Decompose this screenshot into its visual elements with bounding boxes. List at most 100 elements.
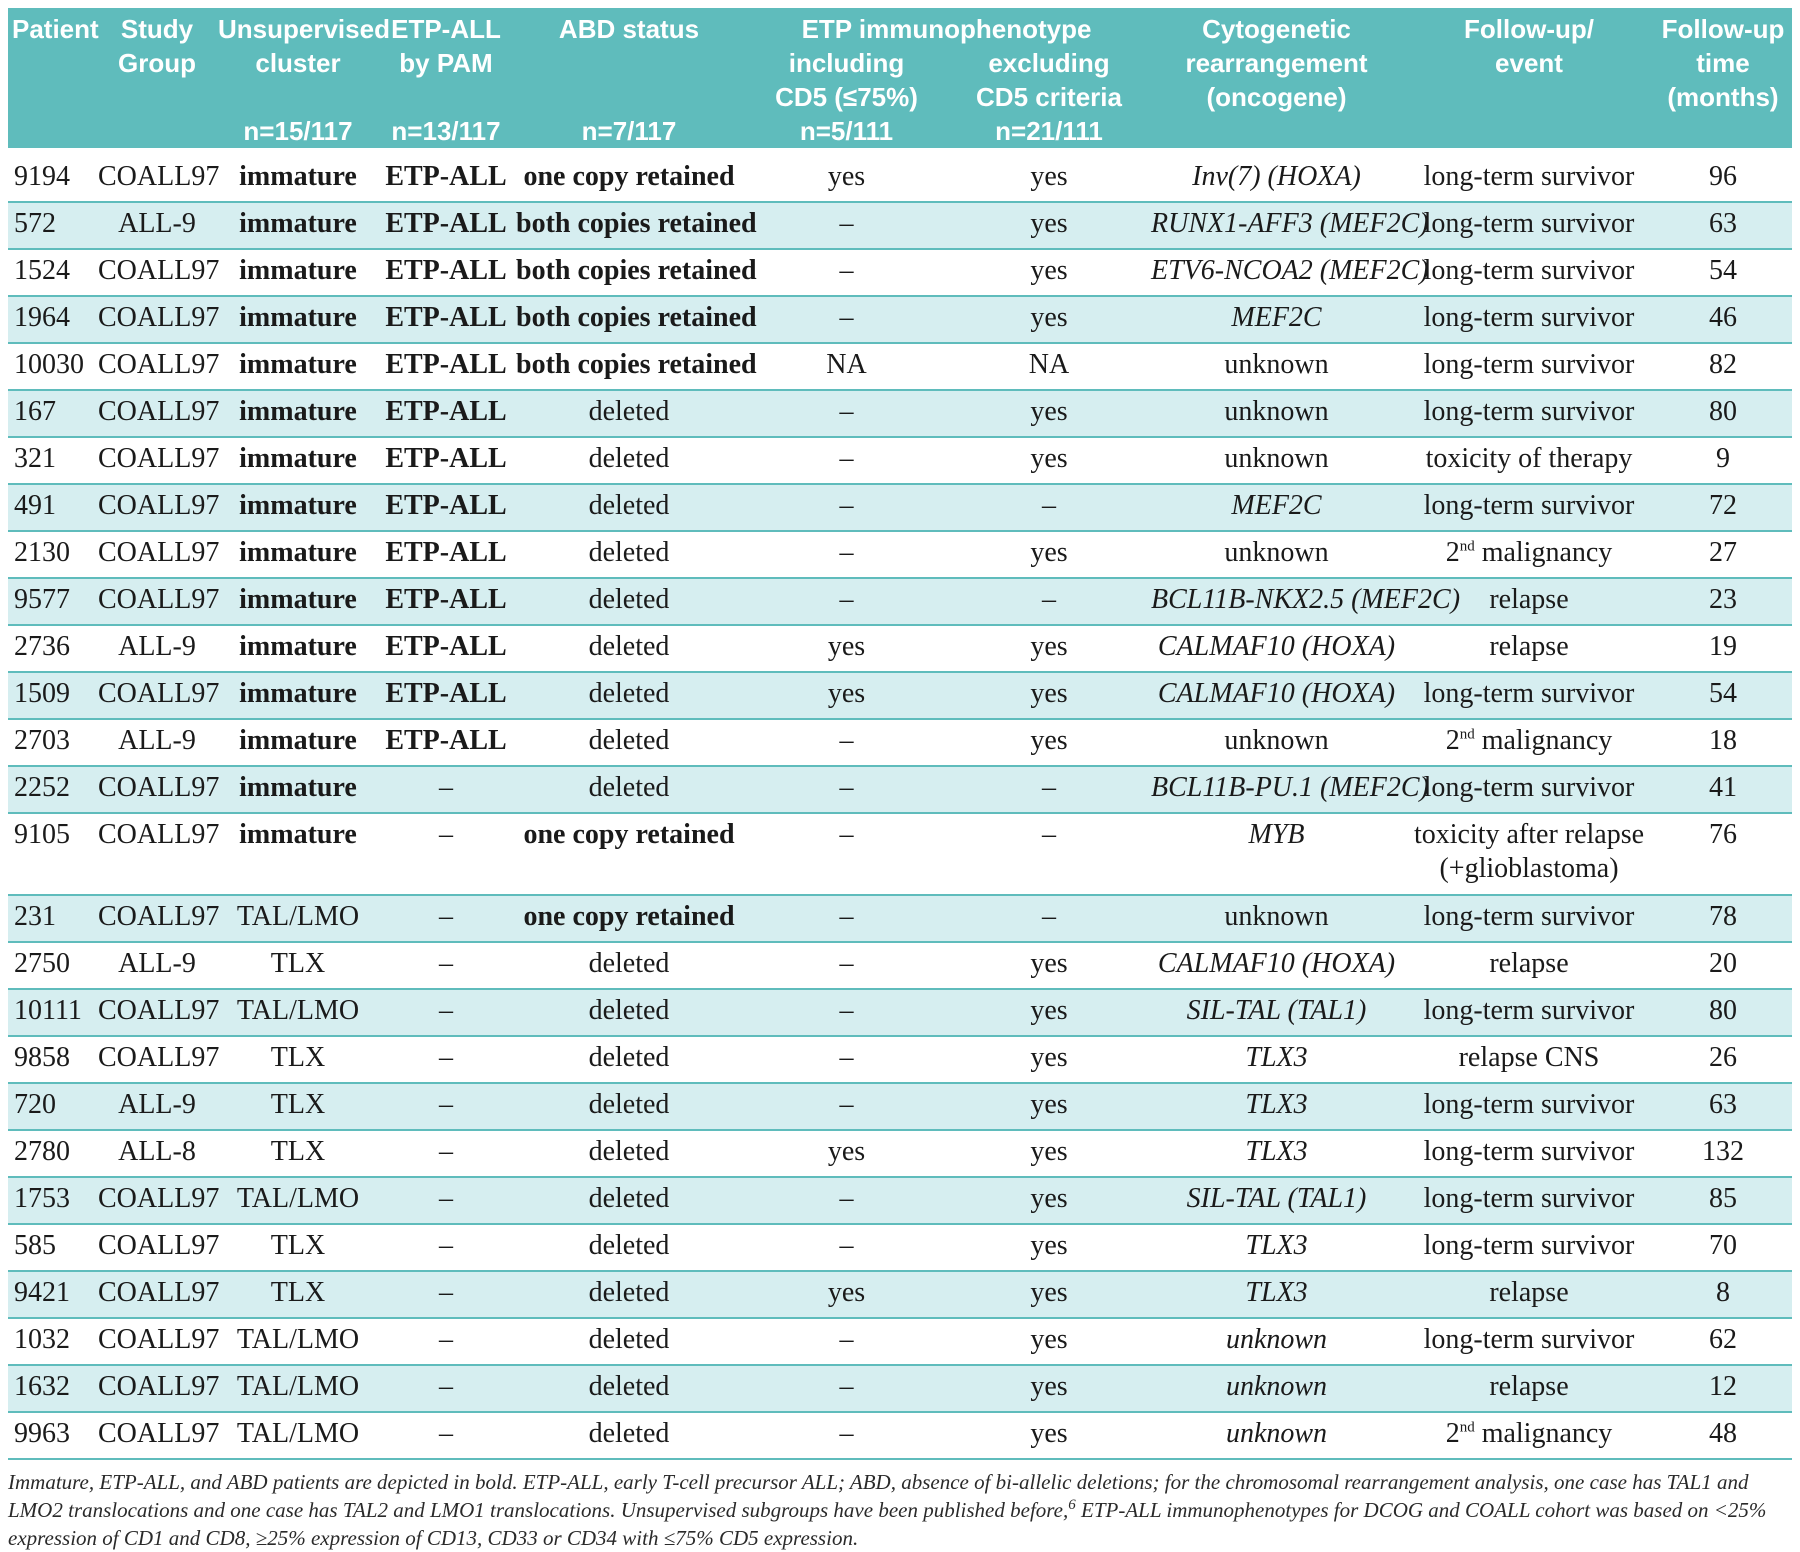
table-container: Patient Study Group Unsupervised cluster n… [8,8,1792,1552]
cell-patient: 9421 [8,1271,96,1319]
cell-patient: 2780 [8,1130,96,1178]
cell-cluster: TAL/LMO [218,989,378,1037]
cell-abd-status: deleted [514,625,744,673]
cell-etp-including: – [744,531,949,579]
cell-patient: 167 [8,390,96,438]
cell-follow-up-time: 54 [1654,249,1792,297]
cell-follow-up-time: 78 [1654,895,1792,943]
cell-follow-up-event: long-term survivor [1404,989,1654,1037]
table-row: 2736 ALL-9 immature ETP-ALL deleted yes yes CAL… [8,625,1792,673]
cell-follow-up-time: 41 [1654,766,1792,814]
cell-patient: 9105 [8,813,96,896]
table-row: 1964 COALL97 immature ETP-ALL both copies re… [8,296,1792,344]
cell-cytogenetic: unknown [1149,343,1404,391]
cell-follow-up-time: 48 [1654,1412,1792,1460]
cell-patient: 720 [8,1083,96,1131]
cell-study-group: ALL-9 [96,719,218,767]
cell-follow-up-event: 2nd malignancy [1404,1412,1654,1460]
table-row: 2780 ALL-8 TLX – deleted yes yes TLX3 long-term … [8,1130,1792,1178]
cell-abd-status: both copies retained [514,249,757,297]
cell-cytogenetic: TLX3 [1149,1271,1404,1319]
cell-cluster: immature [218,343,378,391]
cell-study-group: ALL-9 [96,942,218,990]
header-abd-status: ABD status n=7/117 [514,8,744,148]
n-cluster: n=15/117 [243,116,353,146]
cell-study-group: COALL97 [96,1412,219,1460]
n-abd: n=7/117 [581,116,677,146]
cell-follow-up-event: long-term survivor [1404,1318,1654,1366]
header-cluster: Unsupervised cluster n=15/117 [218,8,390,148]
table-row: 1524 COALL97 immature ETP-ALL both copies re… [8,249,1792,297]
cell-study-group: COALL97 [96,343,219,391]
cell-etp-including: – [744,942,949,990]
cell-patient: 321 [8,437,96,485]
cell-etp-excluding: – [949,895,1149,943]
cell-cytogenetic: unknown [1149,1318,1404,1366]
cell-etp-including: – [744,1083,949,1131]
cell-etp-pam: ETP-ALL [378,249,514,297]
cell-follow-up-time: 54 [1654,672,1792,720]
cell-abd-status: deleted [514,531,744,579]
cell-etp-including: – [744,766,949,814]
cell-follow-up-event: 2nd malignancy [1404,719,1654,767]
cell-study-group: COALL97 [96,437,219,485]
cell-patient: 2252 [8,766,96,814]
cell-follow-up-event: relapse [1404,1365,1654,1413]
header-including: including [788,48,905,78]
cell-etp-pam: ETP-ALL [378,390,514,438]
cell-cluster: TLX [218,1224,378,1272]
cell-study-group: COALL97 [96,578,219,626]
table-row: 9577 COALL97 immature ETP-ALL deleted – – BCL11… [8,578,1792,626]
cell-follow-up-event: toxicity of therapy [1404,437,1654,485]
cell-follow-up-event: long-term survivor [1404,1083,1654,1131]
cell-follow-up-time: 9 [1654,437,1792,485]
cell-follow-up-event: relapse [1404,1271,1654,1319]
cell-etp-pam: ETP-ALL [378,578,514,626]
cell-etp-excluding: NA [949,343,1149,391]
cell-cluster: TLX [218,942,378,990]
cell-follow-up-event: long-term survivor [1404,249,1654,297]
cell-follow-up-time: 96 [1654,156,1792,203]
cell-etp-including: – [744,1365,949,1413]
cell-etp-pam: – [378,813,514,896]
cell-abd-status: deleted [514,1130,744,1178]
cell-cluster: immature [218,719,378,767]
cell-cytogenetic: unknown [1149,1365,1404,1413]
cell-etp-excluding: yes [949,390,1149,438]
cell-etp-excluding: yes [949,1318,1149,1366]
cell-abd-status: deleted [514,437,744,485]
cell-cytogenetic: TLX3 [1149,1083,1404,1131]
cell-patient: 2736 [8,625,96,673]
cell-patient: 2703 [8,719,96,767]
cell-cluster: immature [218,813,378,896]
cell-cluster: immature [218,390,378,438]
cell-cluster: immature [218,249,378,297]
cell-follow-up-event: 2nd malignancy [1404,531,1654,579]
cell-abd-status: deleted [514,989,744,1037]
cell-etp-including: – [744,249,949,297]
cell-etp-pam: – [378,1271,514,1319]
cell-follow-up-event: long-term survivor [1404,202,1654,250]
cell-study-group: COALL97 [96,989,219,1037]
cell-etp-pam: ETP-ALL [378,672,514,720]
cell-study-group: COALL97 [96,813,219,896]
cell-follow-up-event: long-term survivor [1404,1224,1654,1272]
cell-follow-up-time: 12 [1654,1365,1792,1413]
cell-etp-including: – [744,437,949,485]
cell-study-group: ALL-9 [96,202,218,250]
cell-etp-including: – [744,1412,949,1460]
cell-cytogenetic: BCL11B-PU.1 (MEF2C) [1149,766,1429,814]
table-row: 2252 COALL97 immature – deleted – – BCL11B-PU.1… [8,766,1792,814]
cell-cluster: immature [218,766,378,814]
cell-cytogenetic: TLX3 [1149,1036,1404,1084]
cell-etp-excluding: – [949,766,1149,814]
cell-patient: 1032 [8,1318,96,1366]
cell-cluster: immature [218,296,378,344]
cell-patient: 585 [8,1224,96,1272]
cell-abd-status: one copy retained [514,895,744,943]
header-etp-immunophenotype: ETP immunophenotype including CD5 (≤75%)… [744,8,1149,148]
cell-cytogenetic: TLX3 [1149,1130,1404,1178]
table-row: 2703 ALL-9 immature ETP-ALL deleted – yes unkno… [8,719,1792,767]
table-row: 10030 COALL97 immature ETP-ALL both copies r… [8,343,1792,391]
cell-cluster: TLX [218,1083,378,1131]
